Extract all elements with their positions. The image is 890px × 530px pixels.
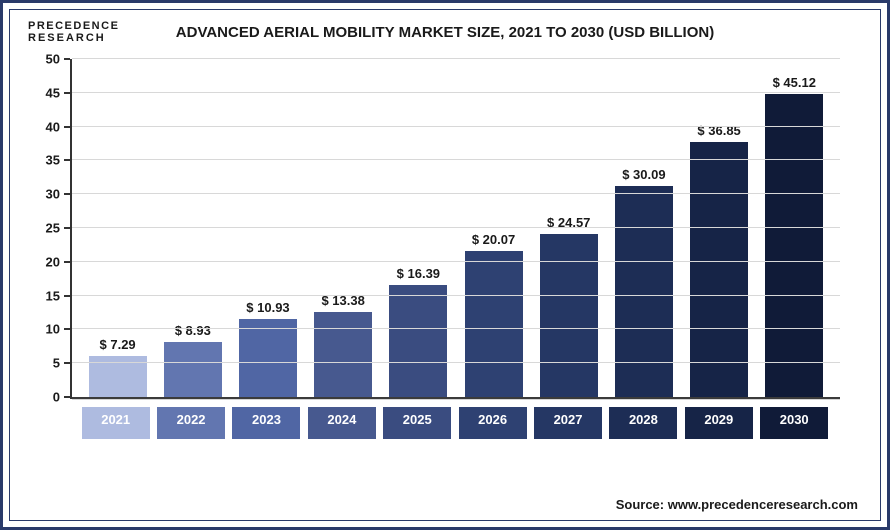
x-axis-year-label: 2029 (685, 407, 753, 439)
bar-value-label: $ 20.07 (472, 232, 515, 247)
bar (314, 312, 372, 397)
bar-value-label: $ 30.09 (622, 167, 665, 182)
x-axis-labels: 2021202220232024202520262027202820292030 (70, 407, 840, 439)
bar-group: $ 45.12 (760, 75, 828, 397)
grid-line (72, 126, 840, 127)
chart-title: ADVANCED AERIAL MOBILITY MARKET SIZE, 20… (30, 24, 860, 41)
bar (164, 342, 222, 397)
bar-group: $ 20.07 (460, 232, 528, 397)
grid-line (72, 193, 840, 194)
bar-value-label: $ 10.93 (246, 300, 289, 315)
bar (465, 251, 523, 397)
logo-line2: RESEARCH (28, 32, 119, 44)
x-axis-year-label: 2026 (459, 407, 527, 439)
y-axis-label: 40 (46, 119, 72, 134)
bar (239, 319, 297, 397)
y-axis-label: 45 (46, 85, 72, 100)
brand-logo: PRECEDENCE RESEARCH (28, 20, 119, 44)
bar (540, 234, 598, 397)
bar-group: $ 24.57 (535, 215, 603, 397)
source-attribution: Source: www.precedenceresearch.com (616, 497, 858, 512)
bar (690, 142, 748, 397)
bar (765, 94, 823, 397)
bar-group: $ 7.29 (84, 337, 152, 397)
y-axis-label: 35 (46, 153, 72, 168)
grid-line (72, 227, 840, 228)
grid-line (72, 328, 840, 329)
bar-value-label: $ 45.12 (773, 75, 816, 90)
y-axis-label: 25 (46, 221, 72, 236)
grid-line (72, 261, 840, 262)
x-axis-year-label: 2022 (157, 407, 225, 439)
y-axis-label: 5 (53, 356, 72, 371)
y-axis-label: 30 (46, 187, 72, 202)
x-axis-year-label: 2028 (609, 407, 677, 439)
bar-value-label: $ 16.39 (397, 266, 440, 281)
grid-line (72, 58, 840, 59)
grid-line (72, 159, 840, 160)
bar-group: $ 13.38 (309, 293, 377, 397)
y-axis-label: 50 (46, 52, 72, 67)
x-axis-year-label: 2024 (308, 407, 376, 439)
bar (615, 186, 673, 397)
bar-group: $ 8.93 (159, 323, 227, 397)
grid-line (72, 362, 840, 363)
logo-line1: PRECEDENCE (28, 20, 119, 32)
grid-line (72, 295, 840, 296)
bar-group: $ 16.39 (384, 266, 452, 397)
y-axis-label: 0 (53, 390, 72, 405)
x-axis-year-label: 2027 (534, 407, 602, 439)
x-axis-year-label: 2023 (232, 407, 300, 439)
bar-chart: $ 7.29 $ 8.93 $ 10.93 $ 13.38 $ 16.39 $ 20.07… (70, 59, 840, 439)
bar-value-label: $ 8.93 (175, 323, 211, 338)
bar-value-label: $ 7.29 (100, 337, 136, 352)
baseline-shadow (72, 397, 840, 400)
y-axis-label: 10 (46, 322, 72, 337)
x-axis-year-label: 2030 (760, 407, 828, 439)
bar-group: $ 10.93 (234, 300, 302, 397)
bars-container: $ 7.29 $ 8.93 $ 10.93 $ 13.38 $ 16.39 $ 20.07… (72, 59, 840, 397)
y-axis-label: 15 (46, 288, 72, 303)
x-axis-year-label: 2021 (82, 407, 150, 439)
grid-line (72, 92, 840, 93)
bar (389, 285, 447, 397)
x-axis-year-label: 2025 (383, 407, 451, 439)
y-axis-label: 20 (46, 254, 72, 269)
plot-area: $ 7.29 $ 8.93 $ 10.93 $ 13.38 $ 16.39 $ 20.07… (70, 59, 840, 399)
